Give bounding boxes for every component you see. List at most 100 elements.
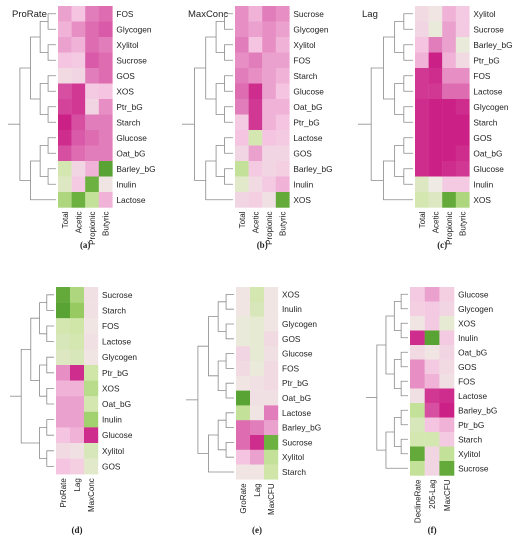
row-label: Glucose bbox=[116, 133, 147, 143]
dendrogram-branch bbox=[225, 382, 234, 399]
row-label: Xylitol bbox=[293, 40, 315, 50]
dendrogram-branch bbox=[225, 442, 234, 458]
heatmap-cell bbox=[85, 6, 99, 22]
row-label: Glucose bbox=[458, 289, 489, 299]
heatmap-cell bbox=[250, 449, 265, 465]
heatmap-cell bbox=[70, 443, 85, 459]
heatmap-cell bbox=[455, 6, 470, 22]
column-label: MaxCFU bbox=[267, 483, 276, 515]
heatmap-cell bbox=[235, 176, 249, 193]
heatmap-cell bbox=[455, 52, 470, 69]
dendrogram-branch bbox=[46, 388, 54, 405]
row-label: Lactose bbox=[116, 195, 145, 205]
row-label: Glycogen bbox=[473, 102, 508, 112]
heatmap-cell bbox=[58, 145, 72, 162]
dendrogram-branch bbox=[39, 145, 49, 177]
column-label: Butyric bbox=[102, 212, 111, 236]
heatmap-cell bbox=[250, 420, 265, 436]
heatmap-cell bbox=[85, 161, 99, 177]
heatmap-cell bbox=[424, 432, 440, 447]
row-label: XOS bbox=[458, 318, 476, 328]
heatmap-cell bbox=[264, 361, 279, 376]
heatmap-cell bbox=[235, 21, 249, 38]
heatmap-cell bbox=[415, 21, 429, 38]
dendrogram-branch bbox=[403, 44, 413, 61]
heatmap-cell bbox=[84, 396, 99, 412]
row-label: Xylitol bbox=[102, 446, 124, 456]
heatmap-cell bbox=[56, 411, 71, 428]
heatmap-cell bbox=[84, 427, 99, 444]
row-label: Glucose bbox=[473, 164, 504, 174]
heatmap-cell bbox=[410, 446, 425, 462]
heatmap-cell bbox=[264, 316, 279, 332]
row-label: Inulin bbox=[293, 179, 313, 189]
heatmap-cell bbox=[71, 37, 86, 53]
panel-label: (f) bbox=[428, 525, 437, 535]
row-label: Glycogen bbox=[116, 24, 151, 34]
column-label: Propionic bbox=[88, 212, 97, 245]
row-label: XOS bbox=[282, 289, 300, 299]
dendrogram-branch bbox=[225, 294, 234, 310]
heatmap-cell bbox=[424, 461, 440, 476]
heatmap-cell bbox=[236, 346, 251, 362]
dendrogram-branch bbox=[19, 67, 31, 181]
heatmap-cell bbox=[71, 99, 86, 115]
heatmap-cell bbox=[98, 130, 113, 146]
heatmap-cell bbox=[262, 68, 276, 84]
heatmap-cell bbox=[84, 349, 99, 366]
heatmap-cell bbox=[428, 52, 443, 69]
heatmap-cell bbox=[455, 176, 470, 193]
heatmap-cell bbox=[235, 145, 249, 162]
row-label: Sucrose bbox=[102, 290, 133, 300]
heatmap-cell bbox=[428, 161, 443, 177]
row-label: Ptr_bG bbox=[282, 378, 308, 388]
heatmap-cell bbox=[85, 37, 99, 53]
heatmap-cell bbox=[235, 99, 249, 115]
dendrogram-branch bbox=[30, 160, 56, 201]
heatmap-cell bbox=[262, 99, 276, 115]
heatmap-cell bbox=[275, 83, 290, 100]
row-label: Glucose bbox=[102, 430, 133, 440]
heatmap-cell bbox=[424, 446, 440, 462]
heatmap-cell bbox=[424, 287, 440, 302]
row-label: Glycogen bbox=[293, 24, 328, 34]
heatmap-cell bbox=[439, 301, 455, 317]
row-label: Sucrose bbox=[116, 55, 147, 65]
row-label: Ptr_bG bbox=[102, 368, 128, 378]
panel-label: (c) bbox=[437, 240, 447, 250]
heatmap-cell bbox=[442, 145, 456, 162]
heatmap-cell bbox=[58, 130, 72, 146]
heatmap-cell bbox=[84, 318, 99, 334]
panel-label: (b) bbox=[257, 240, 268, 250]
heatmap-cell bbox=[250, 316, 265, 332]
heatmap-cell bbox=[85, 145, 99, 162]
heatmap-cell bbox=[424, 316, 440, 331]
heatmap-panel-f: Glucose Glycogen XOS Inulin Oat_bG GOS FOS Lact… bbox=[366, 287, 497, 535]
row-label: Oat_bG bbox=[473, 148, 502, 158]
row-label: FOS bbox=[102, 321, 120, 331]
dendrogram-branch bbox=[394, 145, 404, 177]
heatmap-cell bbox=[439, 316, 455, 331]
heatmap-cell bbox=[248, 6, 263, 22]
column-label: Acetic bbox=[74, 212, 83, 234]
heatmap-cell bbox=[442, 114, 456, 131]
heatmap-cell bbox=[56, 427, 71, 444]
heatmap-cell bbox=[235, 6, 249, 22]
heatmap-cell bbox=[235, 192, 249, 208]
heatmap-cell bbox=[410, 417, 425, 433]
row-label: Starch bbox=[458, 434, 482, 444]
row-label: Sucrose bbox=[293, 9, 324, 19]
heatmap-cell bbox=[98, 52, 113, 69]
heatmap-cell bbox=[455, 68, 470, 84]
row-label: Inulin bbox=[473, 179, 493, 189]
row-label: Oat_bG bbox=[293, 102, 322, 112]
column-label: DeclineRate bbox=[413, 479, 422, 523]
dendrogram-branch bbox=[46, 294, 54, 311]
heatmap-panel-c: Lag Xylitol Sucrose Barley_bG Ptr_bG FOS Lacto… bbox=[358, 6, 513, 250]
heatmap-cell bbox=[250, 435, 265, 450]
row-label: Lactose bbox=[458, 391, 487, 401]
heatmap-cell bbox=[439, 287, 455, 302]
row-label: Oat_bG bbox=[102, 399, 131, 409]
heatmap-cell bbox=[455, 161, 470, 177]
heatmap-cell bbox=[439, 461, 455, 476]
